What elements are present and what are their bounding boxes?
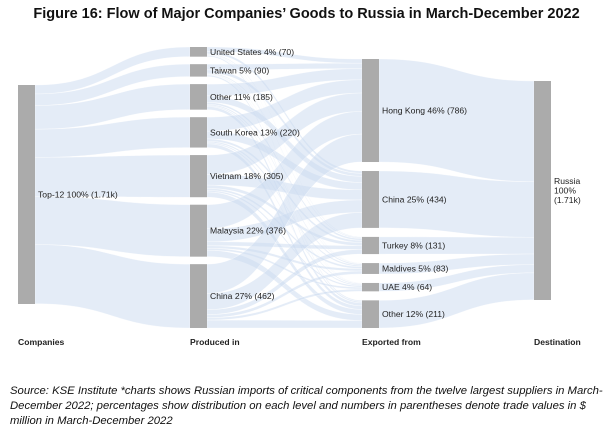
node-label-mv: Maldives 5% (83): [382, 264, 449, 274]
stage-labels: Companies Produced in Exported from Destina…: [18, 337, 581, 347]
node-hk: [362, 59, 379, 163]
node-cn1: [190, 264, 207, 328]
node-tw: [190, 64, 207, 77]
node-other1: [190, 84, 207, 110]
flow-cn1-to-other2: [206, 319, 363, 329]
node-label-my: Malaysia 22% (376): [210, 226, 286, 236]
node-uae: [362, 282, 379, 292]
node-my: [190, 204, 207, 257]
stage-label-2: Exported from: [362, 337, 421, 347]
sankey-links: [34, 46, 535, 329]
node-label-cn1: China 27% (462): [210, 291, 275, 301]
flow-top12-to-other1: [34, 83, 191, 130]
source-note: Source: KSE Institute *charts shows Russ…: [10, 385, 603, 427]
stage-label-1: Produced in: [190, 337, 240, 347]
node-cn2: [362, 171, 379, 228]
node-other2: [362, 300, 379, 328]
flow-top12-to-vn: [34, 154, 191, 198]
sankey-chart: Top-12 100% (1.71k) United States 4% (70)…: [18, 46, 581, 347]
flow-top12-to-cn1: [34, 244, 191, 329]
node-label-kr: South Korea 13% (220): [210, 127, 300, 137]
node-kr: [190, 117, 207, 148]
node-label-tr: Turkey 8% (131): [382, 240, 445, 250]
chart-title: Figure 16: Flow of Major Companies’ Good…: [33, 6, 580, 22]
node-label-vn: Vietnam 18% (305): [210, 171, 284, 181]
node-label-top12: Top-12 100% (1.71k): [38, 190, 118, 200]
node-label-tw: Taiwan 5% (90): [210, 65, 269, 75]
node-label-cn2: China 25% (434): [382, 194, 447, 204]
stage-label-0: Companies: [18, 337, 65, 347]
sankey-labels: Top-12 100% (1.71k) United States 4% (70)…: [38, 47, 581, 319]
sankey-nodes: [18, 47, 551, 328]
node-label-us: United States 4% (70): [210, 47, 294, 57]
flow-top12-to-my: [34, 196, 191, 257]
flow-hk-to-ru: [378, 58, 535, 182]
node-label-uae: UAE 4% (64): [382, 282, 432, 292]
node-label-other1: Other 11% (185): [210, 92, 273, 102]
node-us: [190, 47, 207, 57]
node-top12: [18, 85, 35, 304]
node-mv: [362, 263, 379, 274]
node-vn: [190, 155, 207, 198]
node-label-other2: Other 12% (211): [382, 309, 445, 319]
stage-label-3: Destination: [534, 337, 581, 347]
node-tr: [362, 236, 379, 255]
node-label-ru: Russia 100% (1.71k): [554, 176, 581, 205]
node-ru: [534, 81, 551, 300]
node-label-hk: Hong Kong 46% (786): [382, 106, 467, 116]
flow-top12-to-kr: [34, 116, 191, 158]
